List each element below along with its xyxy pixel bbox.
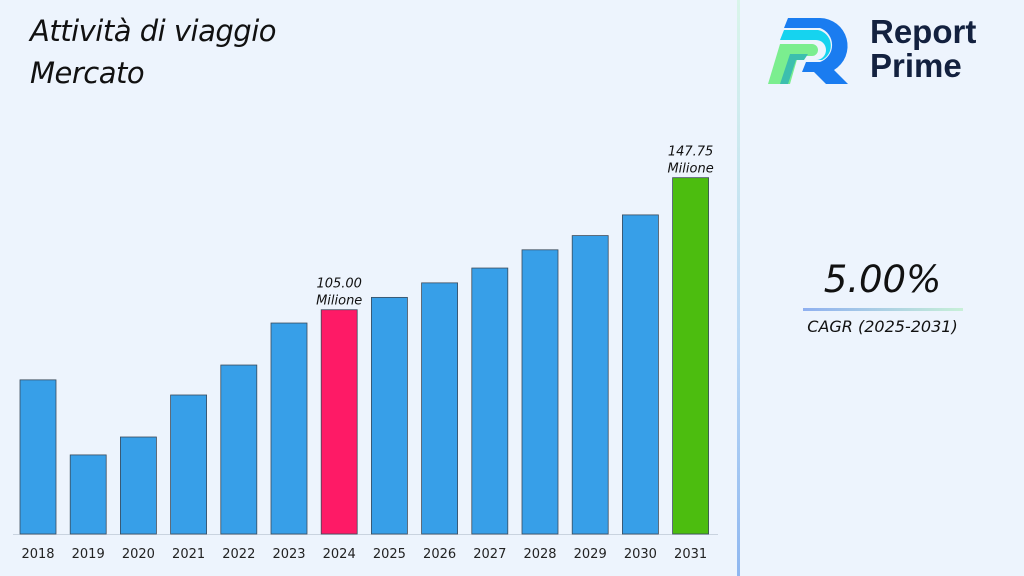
report-prime-logo: Report Prime <box>768 14 976 84</box>
bar-2026 <box>421 282 459 535</box>
bar-2024 <box>320 309 358 535</box>
data-label-unit: Milione <box>316 294 362 309</box>
x-tick-label: 2030 <box>624 547 657 562</box>
brand-line-2: Prime <box>870 47 962 84</box>
bar-2029 <box>571 235 609 535</box>
x-tick-label: 2025 <box>373 547 406 562</box>
bar-2027 <box>471 267 509 535</box>
bar-2020 <box>120 436 157 535</box>
cagr-label: CAGR (2025-2031) <box>807 317 958 336</box>
divider <box>737 0 740 576</box>
brand-line-1: Report <box>870 13 977 50</box>
x-tick-label: 2028 <box>523 547 556 562</box>
x-tick-label: 2023 <box>272 547 305 562</box>
x-tick-label: 2021 <box>172 547 205 562</box>
x-tick-label: 2019 <box>72 547 105 562</box>
bar-2028 <box>521 249 559 535</box>
x-tick-label: 2020 <box>122 547 155 562</box>
bar-2018 <box>19 379 57 535</box>
data-label-value: 147.75 <box>668 145 714 160</box>
bar-2025 <box>370 296 408 535</box>
title-line-2: Mercato <box>30 56 145 90</box>
x-tick-label: 2024 <box>323 547 356 562</box>
bar-2021 <box>170 394 208 535</box>
title-line-1: Attività di viaggio <box>30 14 277 48</box>
x-tick-label: 2022 <box>222 547 255 562</box>
x-tick-label: 2026 <box>423 547 456 562</box>
x-tick-label: 2027 <box>473 547 506 562</box>
cagr-value: 5.00% <box>823 258 942 301</box>
x-tick-label: 2018 <box>21 547 54 562</box>
bar-2022 <box>220 364 258 535</box>
bar-chart: 2018 2019 2020 2021 2022 2023 2024 105.00 Milion… <box>13 145 718 562</box>
x-tick-label: 2031 <box>674 547 707 562</box>
bar-2031 <box>672 177 709 535</box>
data-label-value: 105.00 <box>316 277 362 292</box>
x-tick-label: 2029 <box>574 547 607 562</box>
bar-2030 <box>622 214 659 535</box>
bar-2023 <box>270 322 308 535</box>
cagr-underline <box>803 308 963 311</box>
bar-2019 <box>69 454 107 535</box>
chart-title: Attività di viaggio Mercato <box>30 10 277 94</box>
data-label-unit: Milione <box>667 162 713 177</box>
logo-mark-icon <box>768 18 848 84</box>
